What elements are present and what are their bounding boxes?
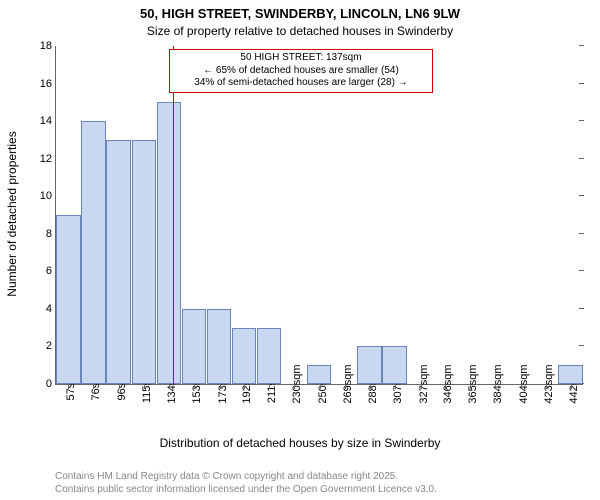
y-tick-mark [579,195,584,196]
y-tick-mark [579,233,584,234]
histogram-bar [132,140,156,384]
histogram-bar [357,346,381,384]
y-tick-mark [579,83,584,84]
callout-line1: 50 HIGH STREET: 137sqm [176,52,426,65]
x-axis-label: Distribution of detached houses by size … [0,436,600,450]
x-tick-mark [144,384,145,389]
histogram-bar [157,102,181,384]
y-tick-label: 4 [46,303,56,315]
x-tick-mark [470,384,471,389]
chart-title-line2: Size of property relative to detached ho… [0,24,600,38]
x-tick-mark [571,384,572,389]
y-tick-mark [579,158,584,159]
x-tick-mark [370,384,371,389]
callout-box: 50 HIGH STREET: 137sqm ← 65% of detached… [169,49,433,93]
x-tick-mark [395,384,396,389]
y-tick-label: 10 [40,190,56,202]
footer-line1: Contains HM Land Registry data © Crown c… [55,471,398,482]
x-tick-mark [68,384,69,389]
x-tick-mark [521,384,522,389]
marker-line [173,46,175,384]
x-tick-mark [294,384,295,389]
y-tick-label: 0 [46,378,56,390]
y-tick-label: 14 [40,115,56,127]
x-tick-mark [445,384,446,389]
x-tick-mark [345,384,346,389]
x-tick-mark [495,384,496,389]
histogram-bar [232,328,256,384]
histogram-bar [257,328,281,384]
histogram-bar [307,365,331,384]
callout-line2: ← 65% of detached houses are smaller (54… [176,65,426,78]
y-tick-mark [579,270,584,271]
x-tick-mark [220,384,221,389]
y-tick-label: 16 [40,78,56,90]
histogram-bar [106,140,130,384]
footer-line2: Contains public sector information licen… [55,484,437,495]
y-axis-label: Number of detached properties [5,45,19,383]
plot-area: 02468101214161857sqm76sqm96sqm115sqm134s… [55,46,583,385]
y-tick-mark [579,345,584,346]
x-tick-mark [119,384,120,389]
x-tick-mark [93,384,94,389]
histogram-bar [182,309,206,384]
histogram-bar [382,346,406,384]
x-tick-mark [546,384,547,389]
y-tick-mark [579,120,584,121]
y-tick-mark [579,308,584,309]
histogram-bar [558,365,583,384]
histogram-bar [56,215,80,384]
histogram-bar [207,309,231,384]
x-tick-mark [169,384,170,389]
y-tick-label: 8 [46,228,56,240]
y-tick-label: 12 [40,153,56,165]
chart-title-line1: 50, HIGH STREET, SWINDERBY, LINCOLN, LN6… [0,6,600,21]
histogram-bar [81,121,105,384]
y-tick-label: 6 [46,265,56,277]
x-tick-mark [421,384,422,389]
x-tick-mark [269,384,270,389]
x-tick-mark [320,384,321,389]
histogram-chart: 50, HIGH STREET, SWINDERBY, LINCOLN, LN6… [0,0,600,500]
callout-line3: 34% of semi-detached houses are larger (… [176,77,426,90]
x-tick-mark [244,384,245,389]
x-tick-mark [194,384,195,389]
y-tick-label: 2 [46,340,56,352]
y-tick-label: 18 [40,40,56,52]
y-tick-mark [579,45,584,46]
